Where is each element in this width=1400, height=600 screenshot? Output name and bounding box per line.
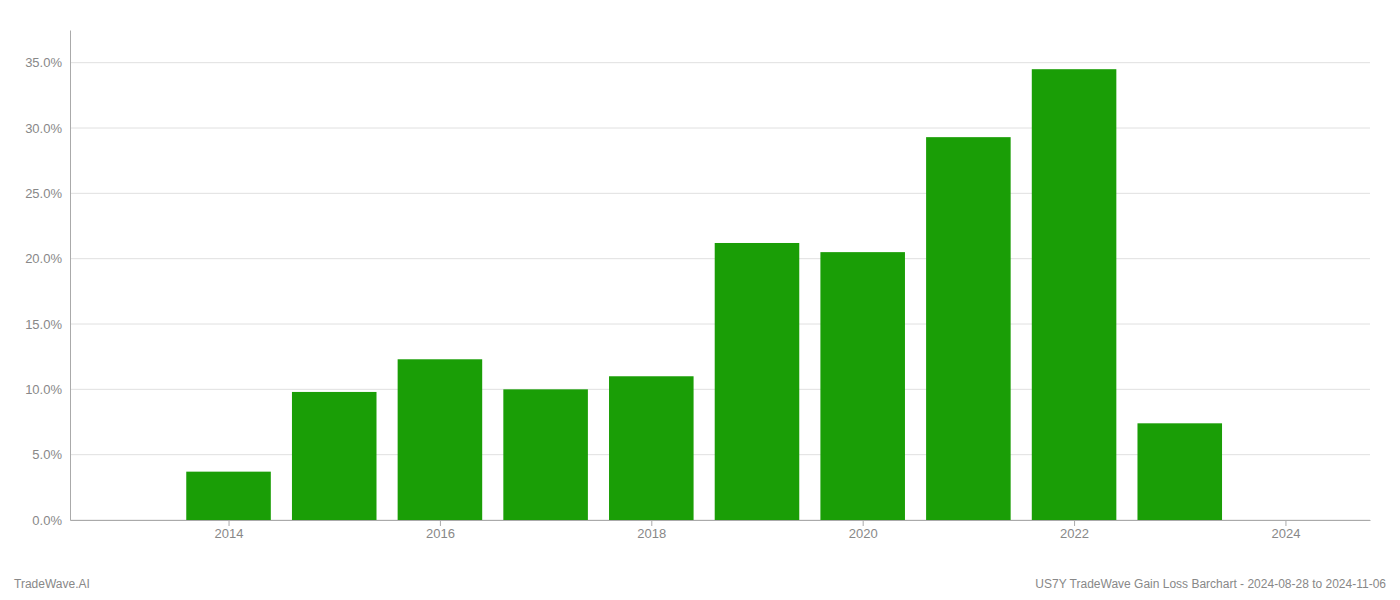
bars: [186, 69, 1222, 520]
x-axis: 2014 2016 2018 2020 2022 2024: [71, 520, 1371, 541]
y-tick-label: 15.0%: [25, 317, 62, 332]
chart: 2014 2016 2018 2020 2022 2024 0.0% 5.0% 10.0% 15.…: [0, 0, 1400, 600]
bar: [820, 252, 905, 520]
annotation: TradeWave.AI: [14, 577, 90, 591]
x-tick: 2014: [215, 520, 244, 541]
x-tick-mark: [1285, 520, 1286, 526]
y-tick-label: 10.0%: [25, 382, 62, 397]
x-tick: 2022: [1060, 520, 1089, 541]
plot: 2014 2016 2018 2020 2022 2024 0.0% 5.0% 10.0% 15.…: [25, 31, 1370, 542]
y-tick-label: 25.0%: [25, 186, 62, 201]
x-tick-label: 2020: [849, 526, 878, 541]
x-axis-line: [71, 520, 1371, 521]
x-tick: 2018: [637, 520, 666, 541]
annotation: US7Y TradeWave Gain Loss Barchart - 2024…: [1035, 577, 1386, 591]
y-tick: 25.0%: [25, 186, 70, 201]
bar: [1032, 69, 1117, 520]
bar: [81, 520, 166, 521]
bar: [398, 359, 483, 520]
footer: TradeWave.AI US7Y TradeWave Gain Loss Bar…: [14, 577, 1386, 591]
grid-line: [70, 193, 1370, 194]
x-tick-mark: [440, 520, 441, 526]
bar: [609, 376, 694, 520]
y-axis-line: [70, 31, 71, 521]
y-tick: 15.0%: [25, 317, 70, 332]
y-tick: 35.0%: [25, 55, 70, 70]
y-tick-label: 5.0%: [32, 447, 62, 462]
x-tick-mark: [651, 520, 652, 526]
x-tick-mark: [229, 520, 230, 526]
y-tick-label: 0.0%: [32, 513, 62, 528]
x-tick-label: 2022: [1060, 526, 1089, 541]
x-tick: 2024: [1271, 520, 1300, 541]
grid-line: [70, 128, 1370, 129]
bar: [1137, 423, 1222, 520]
x-tick-mark: [1074, 520, 1075, 526]
y-tick: 20.0%: [25, 251, 70, 266]
y-tick-label: 30.0%: [25, 121, 62, 136]
y-axis: 0.0% 5.0% 10.0% 15.0% 20.0% 25.0% 30.0% 35.0%: [25, 31, 70, 528]
y-tick: 0.0%: [32, 513, 70, 528]
x-tick: 2016: [426, 520, 455, 541]
y-tick: 5.0%: [32, 447, 70, 462]
y-tick: 30.0%: [25, 121, 70, 136]
grid: [70, 63, 1370, 520]
bar: [186, 472, 271, 520]
x-tick-label: 2014: [215, 526, 244, 541]
x-tick-mark: [863, 520, 864, 526]
bar: [292, 392, 377, 520]
x-tick-label: 2016: [426, 526, 455, 541]
bar: [1243, 520, 1328, 521]
bar: [926, 137, 1011, 520]
x-tick-label: 2024: [1271, 526, 1300, 541]
x-tick: 2020: [849, 520, 878, 541]
y-tick-label: 35.0%: [25, 55, 62, 70]
bar: [715, 243, 800, 520]
x-tick-label: 2018: [637, 526, 666, 541]
grid-line: [70, 62, 1370, 63]
y-tick-label: 20.0%: [25, 251, 62, 266]
bar: [503, 389, 588, 520]
y-tick: 10.0%: [25, 382, 70, 397]
